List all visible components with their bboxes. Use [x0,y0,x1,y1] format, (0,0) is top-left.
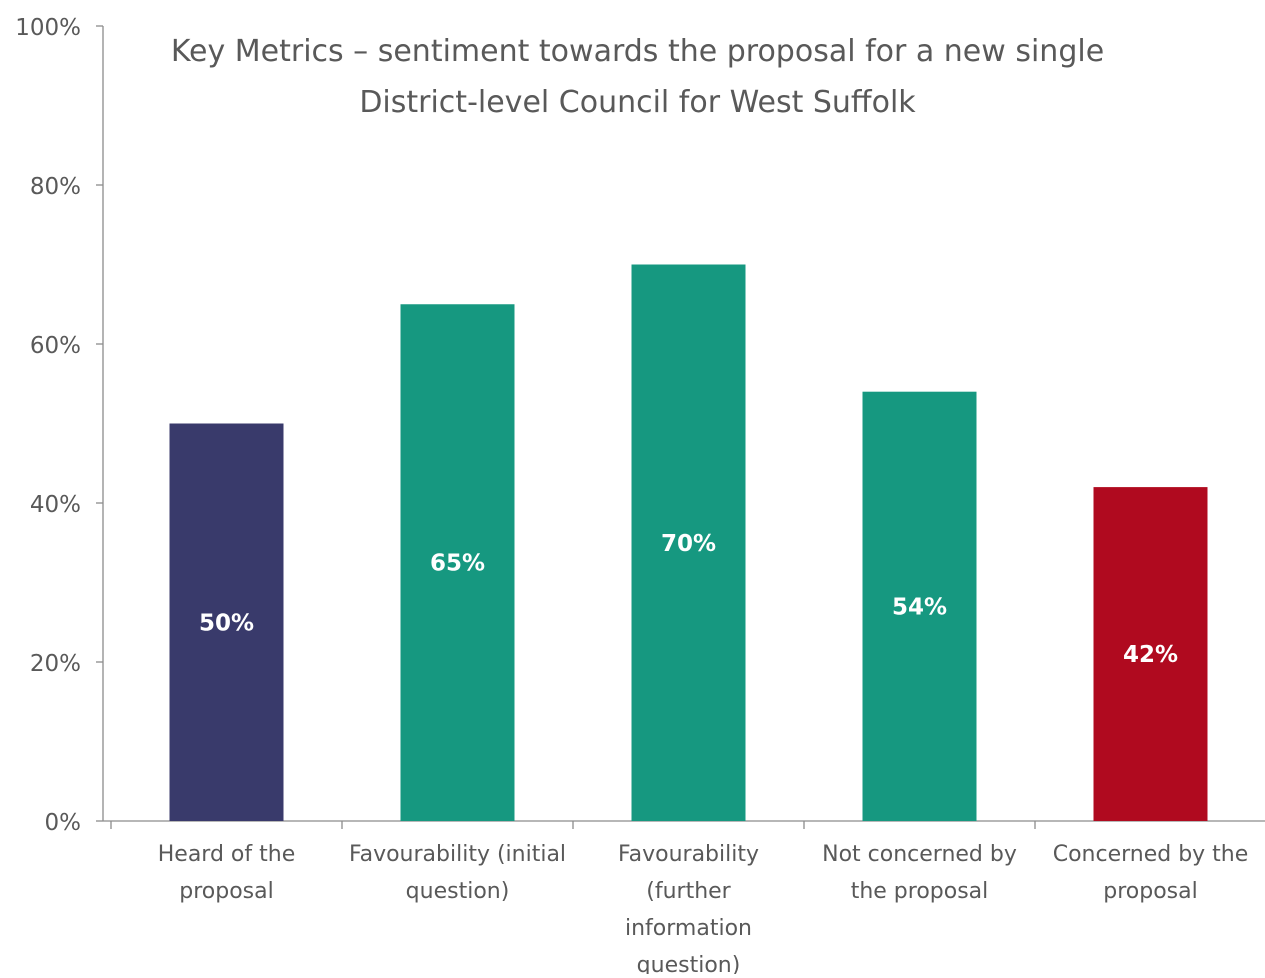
x-category-label-line: proposal [179,879,273,904]
chart-title: Key Metrics – sentiment towards the prop… [170,34,1105,120]
x-category-label-line: proposal [1103,879,1197,904]
y-tick-label: 80% [30,174,81,200]
bar [1093,487,1208,821]
x-category-label: Heard of the proposal [158,842,295,904]
x-category-label-line: Favourability [618,842,759,867]
bars [169,264,1208,821]
y-tick-label: 60% [30,333,81,359]
data-label: 50% [199,610,254,636]
y-tick-label: 100% [15,15,81,41]
data-labels: 50% 65% 70% 54% 42% [199,531,1178,668]
x-category-label-line: the proposal [851,879,989,904]
x-category-label-line: information [625,916,752,941]
bar [400,304,515,821]
x-category-label: Favourability (further information question… [618,842,759,974]
x-category-label-line: (further [646,879,731,904]
x-axis: Heard of the proposal Favourability (initi… [103,820,1265,978]
data-label: 65% [430,551,485,577]
x-category-label-line: question) [406,879,510,904]
y-axis: 0% 20% 40% 60% 80% 100% [15,15,104,836]
x-category-label-line: Not concerned by [822,842,1017,867]
bar [169,423,284,821]
x-category-label-line: Heard of the [158,842,295,867]
x-category-label: Concerned by the proposal [1053,842,1249,904]
data-label: 42% [1123,642,1178,668]
data-label: 54% [892,594,947,620]
x-category-label: Not concerned by the proposal [822,842,1017,904]
x-category-label-line: question) [637,953,741,974]
x-category-label-line: Favourability (initial [349,842,566,867]
bar [631,264,746,821]
x-category-label: Favourability (initial question) [349,842,566,904]
x-category-label-line: Concerned by the [1053,842,1249,867]
y-tick-label: 20% [30,651,81,677]
y-tick-label: 40% [30,492,81,518]
data-label: 70% [661,531,716,557]
y-tick-label: 0% [45,810,82,836]
bar [862,391,977,821]
